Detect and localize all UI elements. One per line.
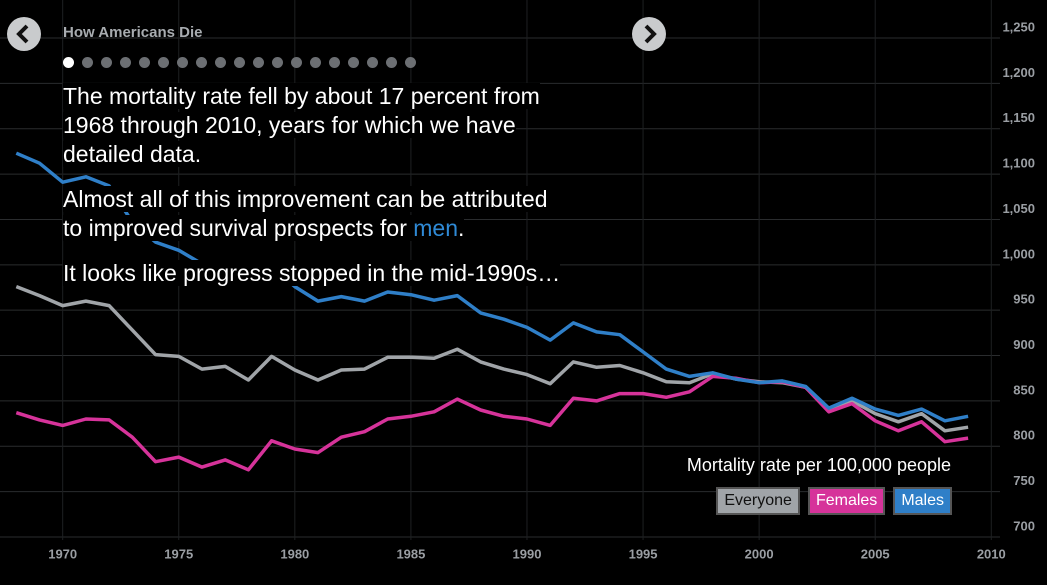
x-tick-label: 1985: [396, 546, 425, 561]
text: The mortality rate fell by about 17 perc…: [63, 83, 540, 167]
pager-dot[interactable]: [310, 57, 321, 68]
y-tick-label: 800: [1013, 428, 1035, 443]
next-icon: [644, 24, 657, 44]
prev-icon: [16, 24, 29, 44]
x-tick-label: 2005: [861, 546, 890, 561]
pager-dot[interactable]: [139, 57, 150, 68]
y-tick-label: 950: [1013, 292, 1035, 307]
x-tick-label: 1990: [513, 546, 542, 561]
pager-dot[interactable]: [272, 57, 283, 68]
pager-dot[interactable]: [253, 57, 264, 68]
pager-dot[interactable]: [120, 57, 131, 68]
y-tick-label: 900: [1013, 337, 1035, 352]
text: It looks like progress stopped in the mi…: [63, 260, 561, 286]
legend-item[interactable]: Everyone: [716, 487, 800, 515]
paragraph-text: It looks like progress stopped in the mi…: [63, 260, 561, 286]
y-tick-label: 750: [1013, 473, 1035, 488]
y-tick-label: 700: [1013, 518, 1035, 533]
prev-button[interactable]: [7, 17, 41, 51]
pager-dot[interactable]: [348, 57, 359, 68]
legend-item[interactable]: Males: [893, 487, 952, 515]
pager-dot[interactable]: [63, 57, 74, 68]
pager: [63, 57, 416, 68]
pager-dot[interactable]: [177, 57, 188, 68]
text: .: [458, 215, 465, 241]
pager-dot[interactable]: [405, 57, 416, 68]
x-tick-label: 1995: [629, 546, 658, 561]
y-tick-label: 1,150: [1002, 110, 1035, 125]
pager-dot[interactable]: [101, 57, 112, 68]
x-tick-label: 2000: [745, 546, 774, 561]
pager-dot[interactable]: [158, 57, 169, 68]
x-tick-label: 2010: [977, 546, 1006, 561]
y-tick-label: 1,050: [1002, 201, 1035, 216]
legend-title: Mortality rate per 100,000 people: [686, 455, 951, 475]
text: Almost all of this improvement can be at…: [63, 186, 548, 241]
pager-dot[interactable]: [329, 57, 340, 68]
x-tick-label: 1980: [280, 546, 309, 561]
x-tick-label: 1970: [48, 546, 77, 561]
legend-item[interactable]: Females: [807, 487, 886, 515]
y-tick-label: 1,000: [1002, 246, 1035, 261]
highlight: men: [413, 215, 458, 241]
y-tick-label: 1,200: [1002, 65, 1035, 80]
pager-dot[interactable]: [215, 57, 226, 68]
y-tick-label: 1,250: [1002, 19, 1035, 34]
legend: Everyone Females Males: [716, 487, 952, 515]
pager-dot[interactable]: [196, 57, 207, 68]
paragraph-text: The mortality rate fell by about 17 perc…: [63, 83, 540, 167]
pager-dot[interactable]: [367, 57, 378, 68]
pager-dot[interactable]: [82, 57, 93, 68]
y-tick-label: 1,100: [1002, 156, 1035, 171]
paragraph-text: Almost all of this improvement can be at…: [63, 186, 548, 241]
next-button[interactable]: [632, 17, 666, 51]
header-title: How Americans Die: [63, 24, 203, 41]
series-line: [15, 151, 969, 423]
pager-dot[interactable]: [386, 57, 397, 68]
pager-dot[interactable]: [291, 57, 302, 68]
x-tick-label: 1975: [164, 546, 193, 561]
paragraph: Almost all of this improvement can be at…: [63, 185, 563, 243]
story: The mortality rate fell by about 17 perc…: [63, 82, 563, 304]
paragraph: The mortality rate fell by about 17 perc…: [63, 82, 563, 169]
y-tick-label: 850: [1013, 382, 1035, 397]
pager-dot[interactable]: [234, 57, 245, 68]
paragraph: It looks like progress stopped in the mi…: [63, 259, 563, 288]
